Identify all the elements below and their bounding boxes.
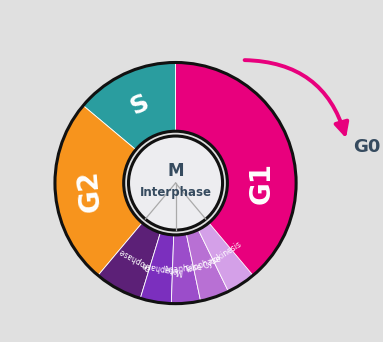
Polygon shape — [198, 223, 253, 291]
Polygon shape — [171, 234, 201, 304]
Text: G2: G2 — [74, 168, 105, 213]
Text: M: M — [167, 162, 184, 180]
Polygon shape — [83, 63, 175, 150]
Polygon shape — [98, 223, 160, 298]
Text: Interphase: Interphase — [139, 186, 211, 199]
Polygon shape — [175, 63, 296, 304]
Polygon shape — [186, 230, 228, 301]
Text: G1: G1 — [248, 162, 276, 204]
Text: Cytokinesis: Cytokinesis — [201, 240, 243, 271]
Text: Prophase: Prophase — [117, 247, 152, 271]
Text: Anaphase: Anaphase — [164, 263, 202, 275]
Polygon shape — [55, 106, 142, 275]
Circle shape — [129, 136, 223, 230]
Polygon shape — [140, 233, 174, 304]
Text: G0: G0 — [353, 138, 380, 156]
Text: Telophase: Telophase — [184, 254, 223, 275]
Text: Metaphase: Metaphase — [140, 260, 183, 276]
Text: S: S — [126, 90, 152, 120]
